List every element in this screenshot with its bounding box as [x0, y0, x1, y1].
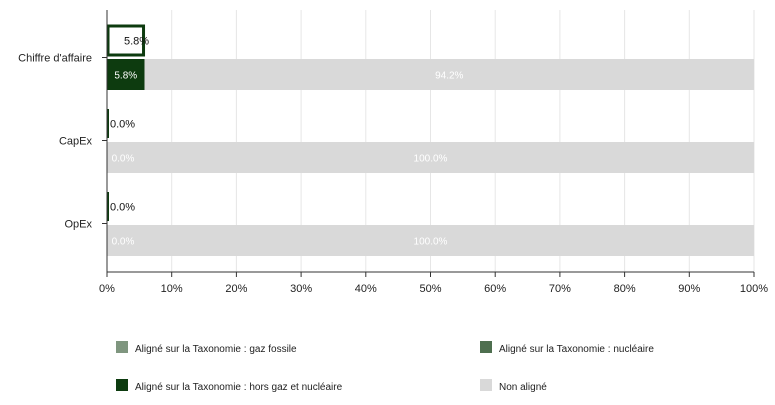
bar-segment [144, 59, 754, 90]
x-tick-label: 70% [549, 283, 571, 295]
x-tick-label: 30% [290, 283, 312, 295]
legend-label: Aligné sur la Taxonomie : nucléaire [499, 344, 654, 355]
bar-segment-label: 0.0% [112, 154, 135, 165]
x-tick-label: 20% [225, 283, 247, 295]
category-label: OpEx [64, 219, 92, 231]
top-bar-label: 0.0% [110, 119, 135, 131]
x-tick-label: 100% [740, 283, 768, 295]
x-tick-label: 40% [355, 283, 377, 295]
bar-segment [107, 142, 754, 173]
bar-segment [107, 225, 754, 256]
legend-label: Non aligné [499, 382, 547, 393]
legend-swatch [116, 341, 128, 353]
x-tick-label: 50% [419, 283, 441, 295]
bar-segment-label: 94.2% [435, 71, 463, 82]
bar-segment-label: 100.0% [414, 154, 448, 165]
top-bar-label: 0.0% [110, 202, 135, 214]
x-tick-label: 80% [614, 283, 636, 295]
legend-label: Aligné sur la Taxonomie : hors gaz et nu… [135, 382, 343, 393]
x-tick-label: 90% [678, 283, 700, 295]
top-bar [107, 109, 109, 138]
legend-label: Aligné sur la Taxonomie : gaz fossile [135, 344, 297, 355]
x-tick-label: 0% [99, 283, 115, 295]
top-bar [107, 192, 109, 221]
top-bar-label: 5.8% [124, 36, 149, 48]
bar-segment-label: 0.0% [112, 237, 135, 248]
legend-swatch [480, 379, 492, 391]
legend-swatch [480, 341, 492, 353]
x-tick-label: 10% [161, 283, 183, 295]
x-tick-label: 60% [484, 283, 506, 295]
bar-segment-label: 5.8% [114, 71, 137, 82]
category-label: Chiffre d'affaire [18, 53, 92, 65]
legend-swatch [116, 379, 128, 391]
category-label: CapEx [59, 136, 93, 148]
bar-segment-label: 100.0% [414, 237, 448, 248]
top-bar [106, 24, 146, 57]
bar-segment [107, 59, 145, 90]
